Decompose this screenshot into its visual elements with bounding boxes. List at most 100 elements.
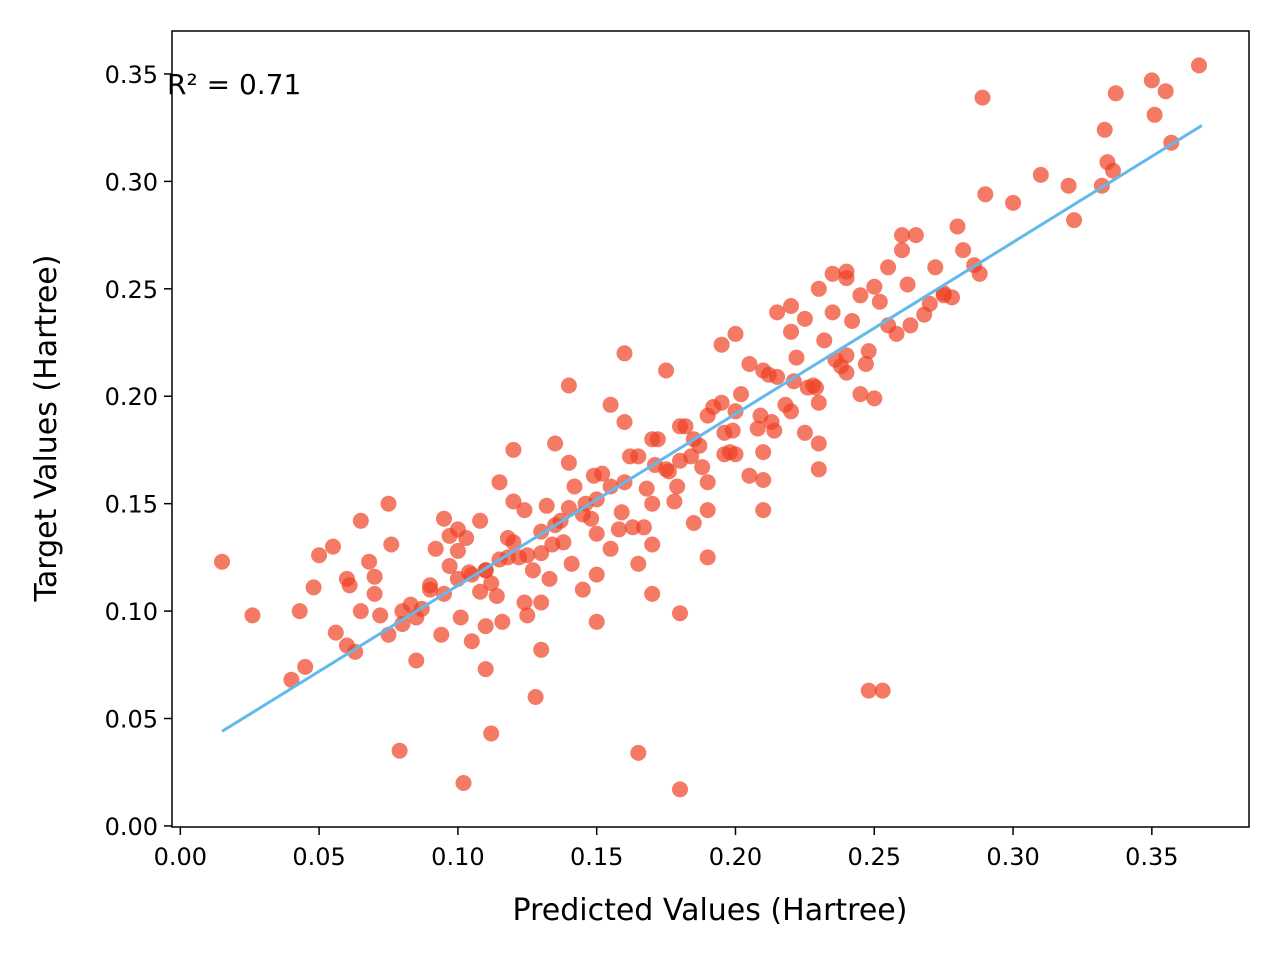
x-tick-label: 0.20 <box>709 843 762 871</box>
data-point <box>727 446 744 463</box>
data-point <box>524 562 541 579</box>
data-point <box>588 525 605 542</box>
data-point <box>874 682 891 699</box>
data-point <box>630 744 647 761</box>
data-point <box>1060 177 1077 194</box>
data-point <box>672 605 688 622</box>
x-tick-label: 0.05 <box>292 843 345 871</box>
data-point <box>372 607 389 624</box>
data-point <box>516 502 533 519</box>
data-point <box>214 553 230 570</box>
data-point <box>488 588 505 604</box>
data-point <box>566 478 583 495</box>
data-point <box>796 310 813 327</box>
data-point <box>311 547 328 564</box>
x-tick-label: 0.15 <box>570 843 623 871</box>
data-point <box>783 403 799 420</box>
data-point <box>796 424 813 441</box>
data-point <box>644 495 661 512</box>
data-point <box>547 435 564 452</box>
data-point <box>341 577 358 594</box>
data-point <box>516 594 533 611</box>
data-point <box>452 609 469 626</box>
data-point <box>669 478 686 495</box>
data-point <box>902 317 919 334</box>
y-tick-label: 0.25 <box>105 276 158 304</box>
data-point <box>1143 72 1160 89</box>
y-axis-ticks: 0.00 0.05 0.10 0.15 0.20 0.25 0.30 0.35 <box>105 61 172 841</box>
data-point <box>907 227 924 244</box>
data-point <box>713 336 730 353</box>
data-point <box>916 306 933 323</box>
data-point <box>602 478 619 495</box>
data-point <box>1191 57 1207 74</box>
data-point <box>666 493 683 510</box>
data-point <box>527 689 544 705</box>
data-point <box>860 343 877 360</box>
data-point <box>519 607 536 624</box>
data-point <box>327 624 344 641</box>
data-point <box>588 566 605 583</box>
x-tick-label: 0.25 <box>848 843 901 871</box>
x-tick-label: 0.35 <box>1125 843 1178 871</box>
data-point <box>1105 162 1121 179</box>
data-point <box>974 89 991 106</box>
regression-line <box>221 124 1203 733</box>
data-point <box>755 472 772 488</box>
data-point <box>585 467 602 484</box>
data-point <box>866 390 883 407</box>
data-point <box>427 540 444 557</box>
data-point <box>760 366 777 383</box>
data-point <box>741 467 758 484</box>
data-point <box>563 555 580 572</box>
data-point <box>499 530 516 546</box>
data-point <box>1096 121 1113 138</box>
data-point <box>783 323 799 340</box>
data-point <box>352 603 369 620</box>
data-point <box>638 480 655 497</box>
data-point <box>361 553 378 570</box>
data-point <box>297 658 314 675</box>
data-point <box>699 502 716 519</box>
data-point <box>644 585 661 602</box>
data-point <box>541 570 558 587</box>
data-point <box>325 538 341 555</box>
data-point <box>810 435 827 452</box>
data-point <box>483 575 500 592</box>
data-point <box>602 396 619 413</box>
data-point <box>860 682 877 699</box>
y-tick-label: 0.00 <box>105 813 158 841</box>
data-point <box>622 448 638 465</box>
data-point <box>844 313 861 329</box>
y-tick-label: 0.15 <box>105 491 158 519</box>
data-point <box>785 373 802 390</box>
data-point <box>949 218 966 235</box>
data-point <box>727 325 744 342</box>
data-point <box>733 386 749 403</box>
data-point <box>624 519 641 536</box>
data-point <box>699 549 716 566</box>
data-point <box>613 504 630 521</box>
y-tick-label: 0.20 <box>105 383 158 411</box>
data-point <box>899 276 916 293</box>
data-point <box>436 510 452 527</box>
x-tick-label: 0.00 <box>154 843 207 871</box>
data-point <box>463 633 480 650</box>
data-point <box>977 186 994 203</box>
data-point <box>458 530 475 546</box>
data-point <box>433 626 450 643</box>
data-point <box>1107 85 1124 102</box>
data-point <box>749 420 766 437</box>
data-point <box>244 607 261 624</box>
data-point <box>511 549 527 566</box>
data-point <box>616 414 633 430</box>
data-point <box>305 579 322 596</box>
data-point <box>716 424 733 441</box>
data-point <box>422 581 439 598</box>
data-point <box>769 304 786 321</box>
data-point <box>588 613 605 630</box>
data-point <box>894 242 910 259</box>
data-point <box>810 394 827 411</box>
data-point <box>699 474 716 491</box>
data-point <box>741 356 758 372</box>
